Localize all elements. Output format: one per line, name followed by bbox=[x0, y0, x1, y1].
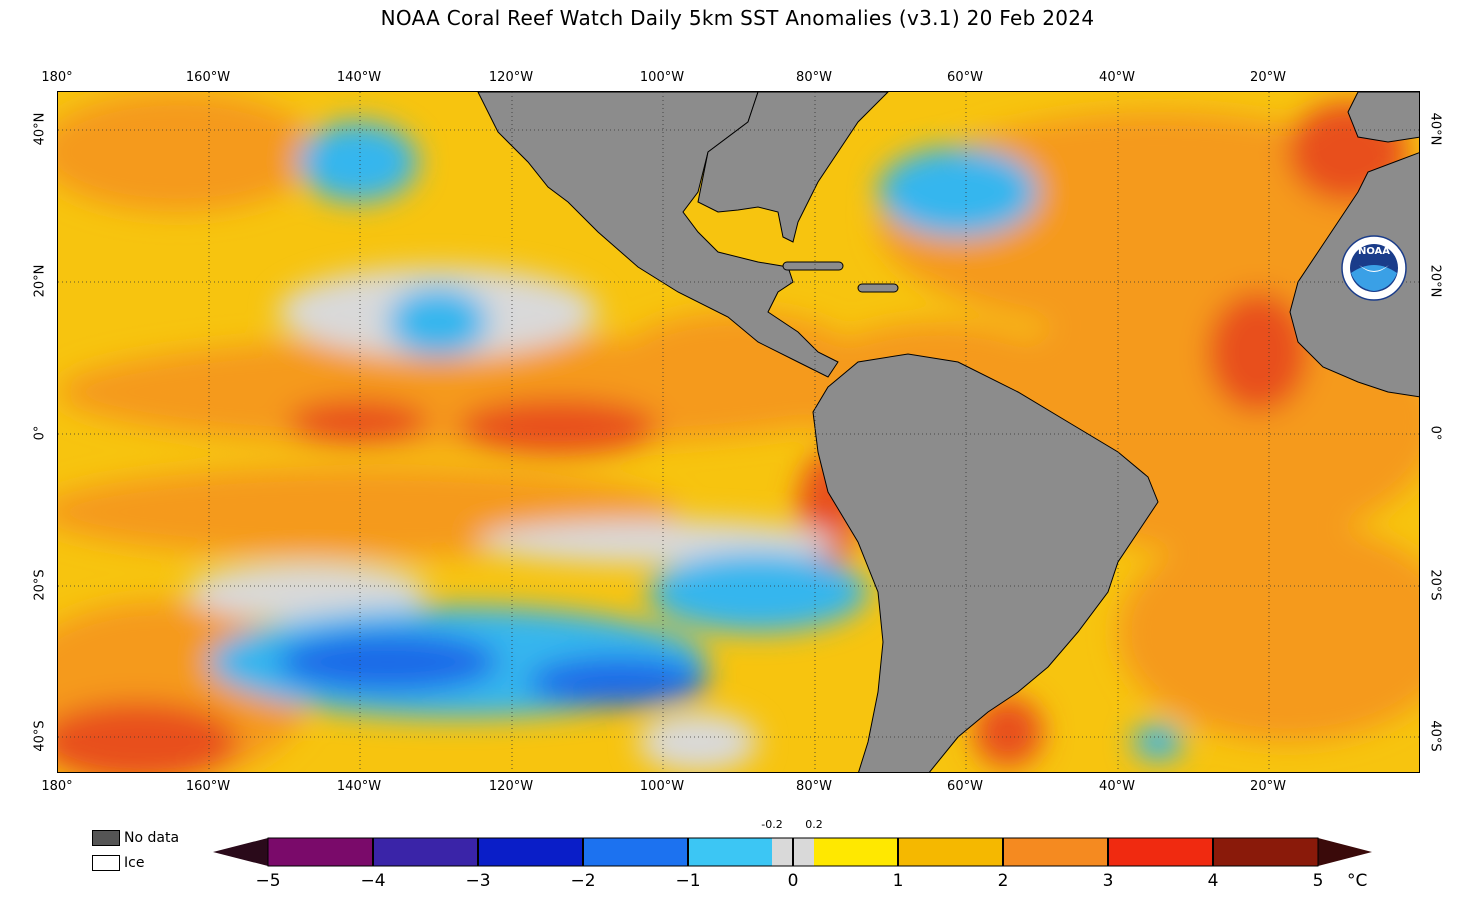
iberia-land bbox=[1347, 92, 1419, 143]
map-title: NOAA Coral Reef Watch Daily 5km SST Anom… bbox=[380, 6, 1095, 30]
colorbar-tick-neg1: −1 bbox=[675, 871, 701, 891]
north-america-land bbox=[477, 92, 839, 378]
colorbar-tick-1: 1 bbox=[892, 871, 904, 891]
ice-swatch bbox=[92, 855, 120, 871]
lat-label-right-0: 0° bbox=[1427, 425, 1443, 441]
colorbar-segment-neg5 bbox=[268, 838, 373, 866]
lon-label-bottom-180: 180° bbox=[41, 779, 73, 794]
lon-label-top-160w: 160°W bbox=[185, 70, 231, 85]
lon-label-bottom-140w: 140°W bbox=[336, 779, 382, 794]
lon-label-top-60w: 60°W bbox=[947, 70, 983, 85]
colorbar-tick-neg2: −2 bbox=[570, 871, 596, 891]
colorbar-tick-3: 3 bbox=[1102, 871, 1114, 891]
graticule bbox=[58, 92, 1419, 772]
lon-label-top-180: 180° bbox=[41, 70, 73, 85]
colorbar-tick-5: 5 bbox=[1312, 871, 1324, 891]
colorbar-ticks bbox=[372, 838, 1214, 866]
legend-no-data: No data bbox=[92, 830, 179, 846]
hispaniola-land bbox=[857, 283, 899, 293]
colorbar-unit: °C bbox=[1347, 871, 1368, 891]
lon-label-bottom-40w: 40°W bbox=[1099, 779, 1135, 794]
lat-label-left-40s: 40°S bbox=[32, 720, 48, 752]
colorbar-tick-4: 4 bbox=[1207, 871, 1219, 891]
colorbar-segment-neg3 bbox=[478, 838, 583, 866]
colorbar-tick-neg4: −4 bbox=[360, 871, 386, 891]
colorbar-tick-2: 2 bbox=[997, 871, 1009, 891]
lon-label-bottom-100w: 100°W bbox=[639, 779, 685, 794]
lat-label-right-40n: 40°N bbox=[1427, 112, 1443, 146]
colorbar-segment-pos2 bbox=[1003, 838, 1108, 866]
lon-label-top-120w: 120°W bbox=[488, 70, 534, 85]
lon-label-bottom-60w: 60°W bbox=[947, 779, 983, 794]
colorbar-label-neg0.2: -0.2 bbox=[761, 818, 783, 831]
colorbar-right-arrow bbox=[1318, 838, 1372, 866]
colorbar-segment-pos4 bbox=[1213, 838, 1318, 866]
lon-label-top-100w: 100°W bbox=[639, 70, 685, 85]
sst-anomaly-map[interactable]: NOAA bbox=[57, 91, 1420, 773]
lon-label-bottom-80w: 80°W bbox=[796, 779, 832, 794]
lat-label-right-20n: 20°N bbox=[1427, 264, 1443, 298]
colorbar-segment-neg2 bbox=[583, 838, 688, 866]
eastern-us-land bbox=[697, 92, 889, 243]
colorbar-segment-neg1 bbox=[688, 838, 772, 866]
colorbar-tick-neg5: −5 bbox=[255, 871, 281, 891]
lon-label-top-140w: 140°W bbox=[336, 70, 382, 85]
colorbar-left-arrow bbox=[213, 838, 268, 866]
lat-label-left-40n: 40°N bbox=[32, 112, 48, 146]
colorbar-segment-pos1 bbox=[898, 838, 1003, 866]
colorbar-segment-pos0 bbox=[814, 838, 898, 866]
legend-ice: Ice bbox=[92, 855, 144, 871]
no-data-label: No data bbox=[124, 830, 180, 846]
colorbar-tick-0: 0 bbox=[787, 871, 799, 891]
map-canvas bbox=[58, 92, 1419, 772]
colorbar-segment-pos3 bbox=[1108, 838, 1213, 866]
lon-label-bottom-160w: 160°W bbox=[185, 779, 231, 794]
ice-label: Ice bbox=[124, 855, 145, 871]
lon-label-top-20w: 20°W bbox=[1250, 70, 1286, 85]
lon-label-bottom-20w: 20°W bbox=[1250, 779, 1286, 794]
south-america-land bbox=[812, 353, 1159, 772]
lon-label-bottom-120w: 120°W bbox=[488, 779, 534, 794]
lon-label-top-40w: 40°W bbox=[1099, 70, 1135, 85]
lon-label-top-80w: 80°W bbox=[796, 70, 832, 85]
lat-label-right-20s: 20°S bbox=[1427, 569, 1443, 601]
noaa-logo-icon: NOAA bbox=[1341, 235, 1407, 301]
cuba-land bbox=[782, 261, 844, 271]
lat-label-left-20n: 20°N bbox=[32, 264, 48, 298]
colorbar bbox=[213, 837, 1372, 867]
colorbar-label-pos0.2: 0.2 bbox=[805, 818, 823, 831]
lat-label-left-20s: 20°S bbox=[32, 569, 48, 601]
noaa-logo-text: NOAA bbox=[1358, 246, 1390, 257]
lat-label-right-40s: 40°S bbox=[1427, 720, 1443, 752]
land-masses bbox=[477, 92, 1419, 772]
lat-label-left-0: 0° bbox=[32, 425, 48, 441]
colorbar-tick-neg3: −3 bbox=[465, 871, 491, 891]
no-data-swatch bbox=[92, 830, 120, 846]
colorbar-segment-neg4 bbox=[373, 838, 478, 866]
